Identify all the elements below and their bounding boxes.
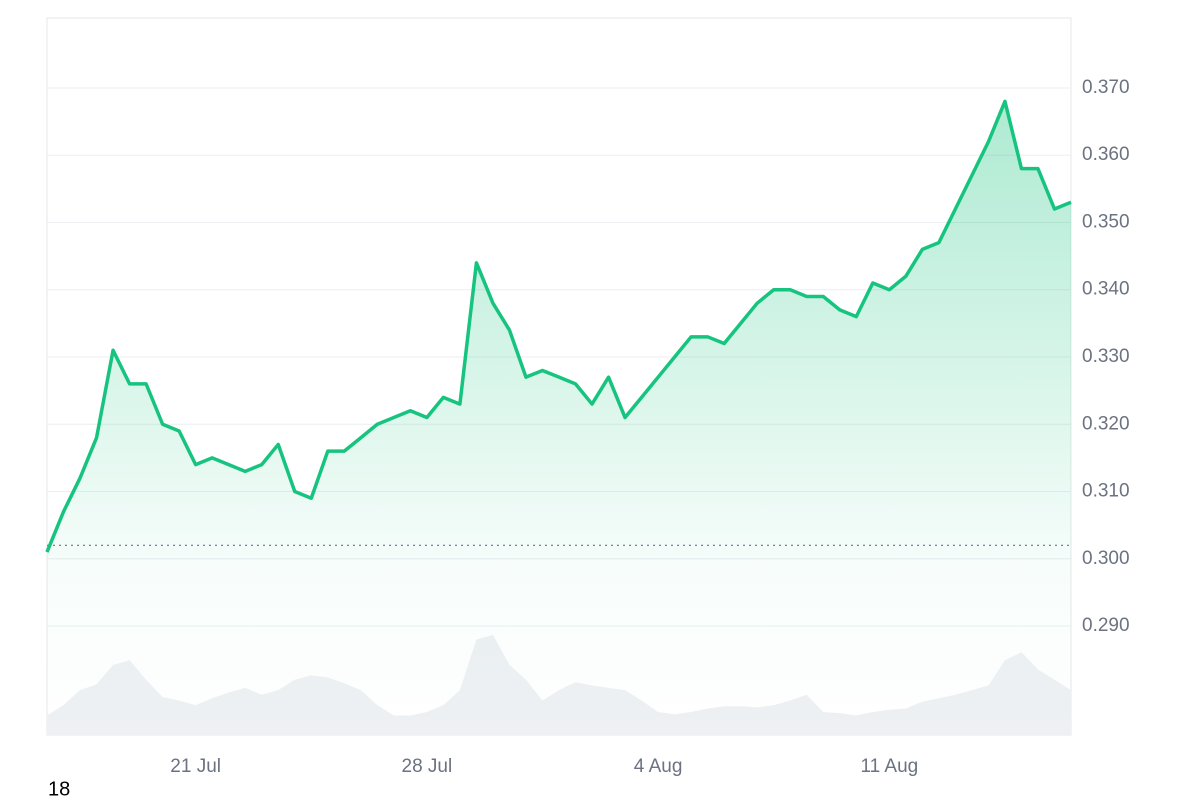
y-tick-label: 0.360 <box>1082 144 1130 165</box>
y-tick-label: 0.320 <box>1082 413 1130 434</box>
x-tick-label: 11 Aug <box>860 756 918 777</box>
corner-label: 18 <box>48 778 70 800</box>
x-tick-label: 28 Jul <box>402 756 453 777</box>
y-tick-label: 0.290 <box>1082 615 1130 636</box>
y-tick-label: 0.310 <box>1082 481 1130 502</box>
y-tick-label: 0.300 <box>1082 548 1130 569</box>
price-area <box>47 101 1071 735</box>
x-tick-label: 21 Jul <box>170 756 221 777</box>
y-tick-label: 0.340 <box>1082 279 1130 300</box>
x-tick-label: 4 Aug <box>634 756 683 777</box>
y-tick-label: 0.370 <box>1082 77 1130 98</box>
y-tick-label: 0.330 <box>1082 346 1130 367</box>
price-line <box>45 99 1072 553</box>
y-tick-label: 0.350 <box>1082 211 1130 232</box>
